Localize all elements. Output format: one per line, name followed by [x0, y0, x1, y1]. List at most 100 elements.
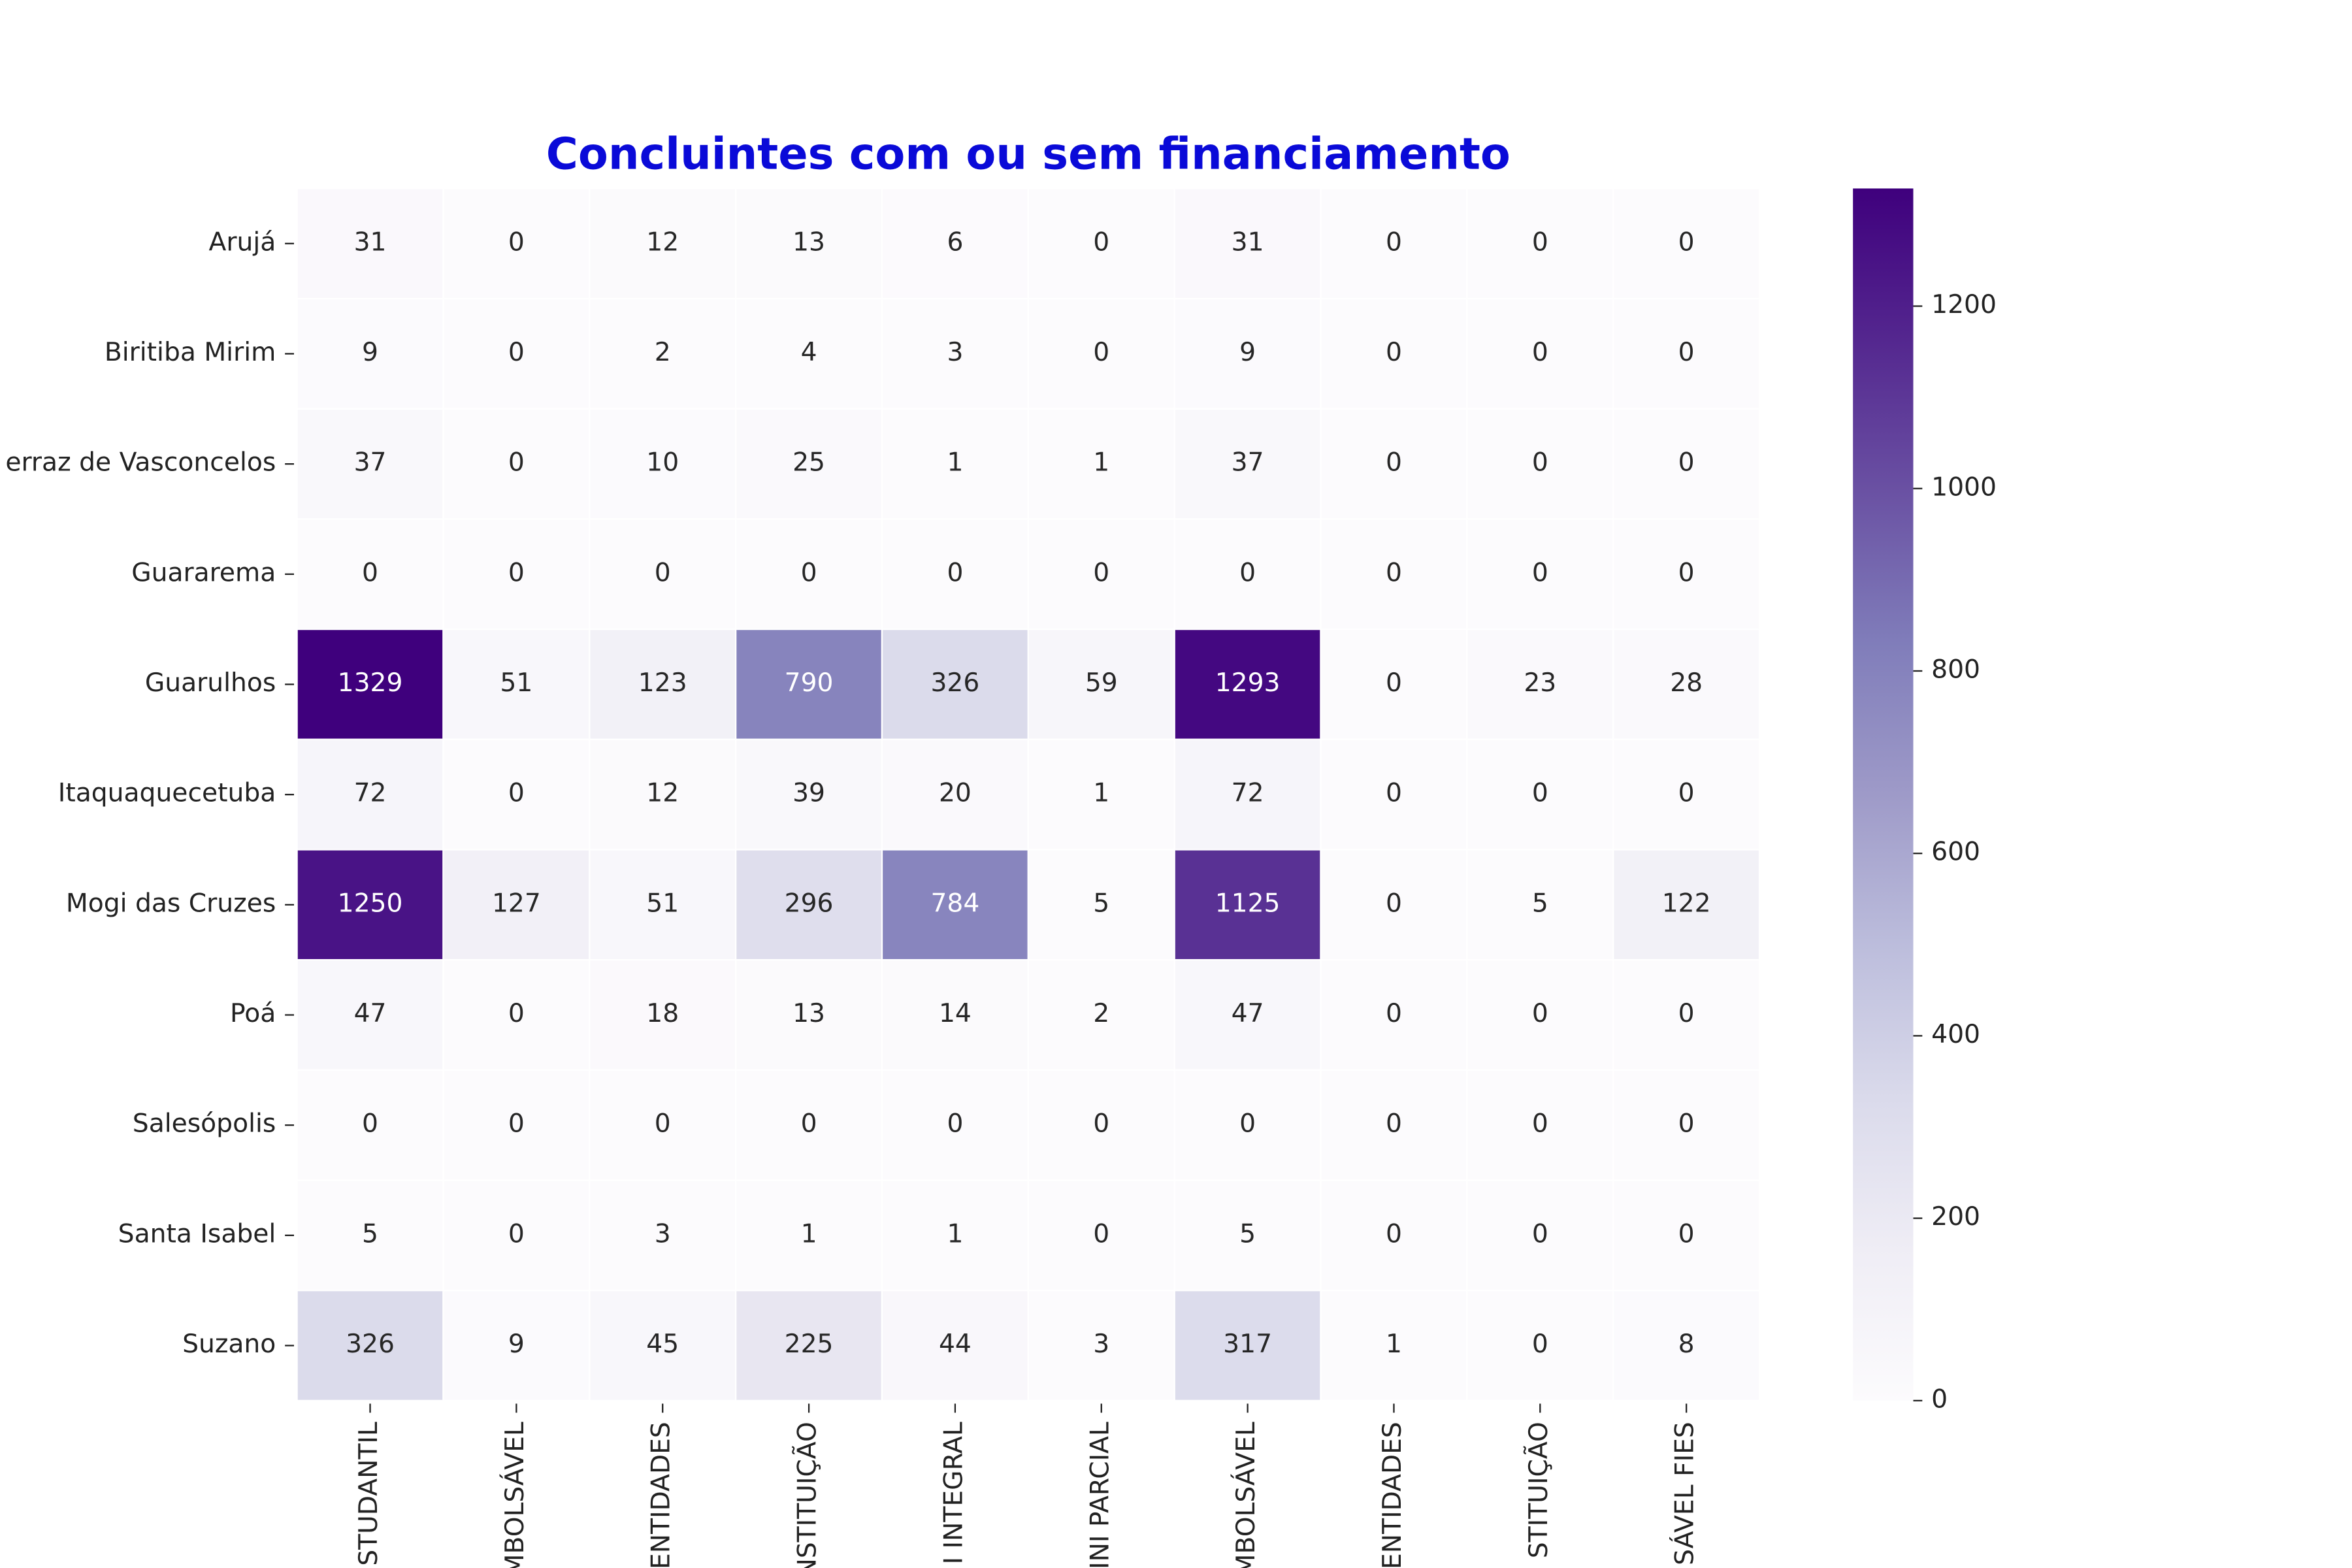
- heatmap-cell: [442, 1069, 591, 1181]
- heatmap-cell: [442, 297, 591, 410]
- heatmap-cell: [442, 1290, 591, 1402]
- heatmap-cell: [1466, 1069, 1614, 1181]
- heatmap-cell: [1612, 518, 1761, 630]
- heatmap-cell: [1612, 188, 1761, 300]
- cell-label: 37: [1232, 448, 1264, 478]
- heatmap-cell: [296, 188, 444, 300]
- cell-label: 59: [1085, 668, 1118, 698]
- heatmap-cell: [1027, 188, 1175, 300]
- colorbar-tick-label: 0: [1931, 1384, 1948, 1414]
- cell-label: 0: [801, 1109, 817, 1139]
- heatmap-cell: [296, 1069, 444, 1181]
- heatmap-cell: [734, 1290, 883, 1402]
- cell-label: 0: [1093, 1219, 1109, 1249]
- heatmap-cell: [1320, 1290, 1468, 1402]
- heatmap-cell: [1173, 297, 1322, 410]
- cell-label: 12: [646, 779, 679, 808]
- cell-label: 31: [1232, 227, 1264, 257]
- cell-label: 0: [508, 1219, 525, 1249]
- heatmap-cell: [589, 408, 737, 520]
- x-tick-label: NSTITUIÇÃO: [792, 1422, 823, 1568]
- heatmap-cell: [296, 518, 444, 630]
- heatmap-cell: [881, 518, 1029, 630]
- x-tick-label: MBOLSÁVEL: [1230, 1422, 1261, 1568]
- x-tick-label: INI PARCIAL: [1085, 1422, 1115, 1568]
- heatmap-cell: [734, 188, 883, 300]
- y-tick-label: Mogi das Cruzes: [66, 889, 276, 918]
- cell-label: 0: [1532, 558, 1548, 587]
- cell-label: 0: [1239, 1109, 1256, 1139]
- cell-label: 0: [1386, 448, 1402, 478]
- cell-label: 37: [354, 448, 387, 478]
- cell-label: 0: [947, 558, 963, 587]
- cell-label: 9: [362, 338, 378, 367]
- heatmap-cell: [1612, 1179, 1761, 1292]
- heatmap-cell: [1027, 1069, 1175, 1181]
- cell-label: 4: [801, 338, 817, 367]
- heatmap-cell: [296, 738, 444, 851]
- cell-label: 5: [1239, 1219, 1256, 1249]
- colorbar-tick-label: 1000: [1931, 472, 1997, 502]
- heatmap-cell: [881, 188, 1029, 300]
- heatmap-cell: [734, 1179, 883, 1292]
- cell-label: 72: [354, 779, 387, 808]
- cell-label: 3: [655, 1219, 671, 1249]
- cell-label: 123: [638, 668, 687, 698]
- heatmap-cell: [1320, 628, 1468, 740]
- cell-label: 296: [785, 889, 834, 918]
- heatmap-cell: [734, 738, 883, 851]
- cell-label: 9: [508, 1330, 525, 1359]
- heatmap-cell: [296, 1179, 444, 1292]
- heatmap-cell: [442, 408, 591, 520]
- cell-label: 0: [1532, 779, 1548, 808]
- heatmap-cell: [1027, 518, 1175, 630]
- x-tick-label: MBOLSÁVEL: [499, 1422, 530, 1568]
- y-tick-label: Arujá: [209, 227, 276, 257]
- heatmap-cell: [1612, 959, 1761, 1071]
- cell-label: 0: [1678, 227, 1695, 257]
- heatmap-cell: [1466, 959, 1614, 1071]
- cell-label: 0: [1093, 227, 1109, 257]
- chart-title: Concluintes com ou sem financiamento: [546, 129, 1511, 180]
- heatmap-cell: [1173, 628, 1322, 740]
- cell-label: 0: [508, 1109, 525, 1139]
- cell-label: 127: [492, 889, 541, 918]
- cell-label: 3: [1093, 1330, 1109, 1359]
- cell-label: 1: [801, 1219, 817, 1249]
- cell-label: 0: [1386, 999, 1402, 1028]
- cell-label: 0: [655, 558, 671, 587]
- y-tick-label: Guarulhos: [145, 668, 276, 698]
- cell-label: 2: [655, 338, 671, 367]
- x-tick-label: ENTIDADES: [1378, 1422, 1407, 1568]
- cell-label: 6: [947, 227, 963, 257]
- cell-label: 0: [1678, 338, 1695, 367]
- heatmap-cell: [1466, 628, 1614, 740]
- cell-label: 0: [1532, 227, 1548, 257]
- heatmap-cell: [1320, 849, 1468, 961]
- cell-label: 51: [500, 668, 532, 698]
- cell-label: 12: [646, 227, 679, 257]
- cell-label: 0: [947, 1109, 963, 1139]
- cell-label: 45: [646, 1330, 679, 1359]
- cell-label: 0: [1678, 448, 1695, 478]
- heatmap-cell: [1027, 849, 1175, 961]
- cell-label: 1250: [338, 889, 403, 918]
- cell-label: 8: [1678, 1330, 1695, 1359]
- cell-label: 0: [1093, 1109, 1109, 1139]
- cell-label: 9: [1239, 338, 1256, 367]
- cell-label: 0: [1386, 338, 1402, 367]
- heatmap-cell: [1173, 959, 1322, 1071]
- heatmap-cell: [1173, 738, 1322, 851]
- heatmap-cell: [1173, 1290, 1322, 1402]
- cell-label: 14: [939, 999, 972, 1028]
- cell-label: 51: [646, 889, 679, 918]
- cell-label: 31: [354, 227, 387, 257]
- heatmap-cell: [1466, 1179, 1614, 1292]
- cell-label: 5: [1532, 889, 1548, 918]
- cell-label: 317: [1223, 1330, 1272, 1359]
- heatmap-cell: [734, 297, 883, 410]
- cell-label: 1125: [1215, 889, 1281, 918]
- cell-label: 0: [508, 558, 525, 587]
- heatmap-cell: [1466, 849, 1614, 961]
